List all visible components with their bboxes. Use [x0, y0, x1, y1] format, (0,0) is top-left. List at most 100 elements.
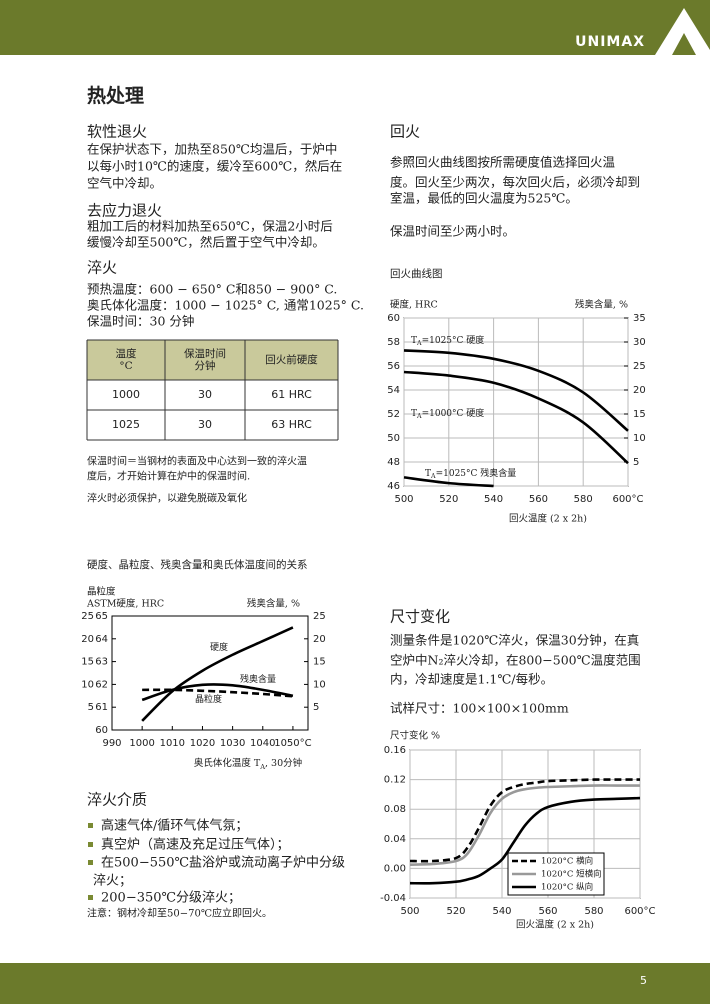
x-tick-label: 1030: [220, 738, 245, 749]
table-cell: 1000: [112, 388, 140, 401]
x-tick-label: 600°C: [624, 906, 655, 917]
x-tick-label: 520: [446, 906, 465, 917]
y-tick-label: 61: [95, 702, 108, 713]
table-cell: 61 HRC: [271, 388, 312, 401]
y-tick-label: 0.04: [384, 834, 406, 845]
y-tick-label: 48: [387, 457, 400, 468]
paragraph-line: 参照回火曲线图按所需硬度值选择回火温: [390, 155, 616, 170]
annotation: TA​=1025°C 残奥含量: [425, 467, 516, 481]
paragraph-line: 预热温度：600 − 650° C和850 − 900° C.: [87, 282, 337, 297]
paragraph-line: 保温时间至少两小时。: [390, 224, 515, 239]
section-heading: 软性退火: [87, 123, 147, 141]
text-part: T: [411, 409, 417, 419]
series-line: [142, 688, 294, 698]
text-part: 硬度: [210, 641, 228, 653]
x-tick-label: 1000: [129, 738, 154, 749]
logo: [655, 8, 710, 55]
x-tick-label: 1050°C: [274, 738, 311, 749]
table-cell: 63 HRC: [271, 418, 312, 431]
series-line: [403, 370, 629, 465]
series-line: [409, 778, 640, 863]
chart-title: 回火曲线图: [390, 267, 443, 280]
y-tick-label: 52: [387, 409, 400, 420]
y-tick-label: 0.12: [384, 775, 406, 786]
bullet-line: 淬火；: [93, 874, 132, 889]
text-part: =1025°C 残奥含量: [436, 467, 517, 479]
plot-frame: [111, 615, 309, 731]
header-band: [0, 0, 710, 55]
paragraph-line: 在保护状态下，加热至850℃均温后，于炉中: [87, 142, 337, 157]
y-tick-label: 54: [387, 385, 400, 396]
paragraph-line: 测量条件是1020℃淬火，保温30分钟，在真: [390, 633, 639, 648]
y2-tick-label: 15: [633, 409, 646, 420]
section-heading: 淬火介质: [87, 791, 147, 809]
paragraph-line: 空炉中N₂淬火冷却，在800−500℃温度范围: [390, 653, 641, 668]
y2-tick-label: 35: [633, 313, 646, 324]
y-tick-label: 46: [387, 481, 400, 492]
y-tick-label: 65: [95, 611, 108, 622]
y3-tick-label: 10: [81, 679, 94, 690]
x-tick-label: 580: [584, 906, 603, 917]
y2-tick-label: 25: [633, 361, 646, 372]
text-part: 奥氏体化温度 T: [194, 757, 261, 769]
y2-tick-label: 25: [313, 611, 326, 622]
table-cell: 1025: [112, 418, 140, 431]
chart-xlabel: 奥氏体化温度 TA​, 30分钟: [194, 757, 302, 772]
subscript: A: [416, 413, 422, 420]
legend-label: 1020°C 短横向: [541, 869, 602, 880]
chart-title: 硬度、晶粒度、残奥含量和奥氏体温度间的关系: [87, 558, 308, 571]
y2-tick-label: 20: [633, 385, 646, 396]
y-tick-label: 0.08: [384, 804, 406, 815]
paragraph-line: 缓慢冷却至500℃，然后置于空气中冷却。: [87, 235, 325, 250]
x-tick-label: 600°C: [612, 494, 643, 505]
table-header: 温度: [116, 347, 137, 360]
section-heading: 回火: [390, 123, 420, 141]
chart-ylabel: ASTM硬度, HRC: [86, 598, 164, 610]
subscript: A: [416, 340, 422, 347]
paragraph-line: 内，冷却速度是1.1℃/每秒。: [390, 672, 553, 687]
y-tick-label: 56: [387, 361, 400, 372]
text-part: T: [411, 336, 417, 346]
x-tick-label: 1020: [190, 738, 215, 749]
annotation: 残奥含量: [240, 673, 276, 685]
y2-tick-label: 5: [633, 457, 639, 468]
table-header: 分钟: [195, 359, 216, 372]
brand: UNIMAX: [575, 34, 645, 50]
y-tick-label: 63: [95, 657, 108, 668]
chart-y2label: 残奥含量, %: [575, 299, 628, 311]
series-line: [403, 349, 629, 432]
page-title: 热处理: [87, 84, 144, 107]
x-tick-label: 580: [574, 494, 593, 505]
bullet-line: 200−350℃分级淬火；: [101, 891, 241, 906]
table-header: 保温时间: [184, 347, 226, 360]
legend-label: 1020°C 纵向: [541, 882, 593, 893]
y2-tick-label: 20: [313, 634, 326, 645]
paragraph-line: 粗加工后的材料加热至650℃，保温2小时后: [87, 219, 333, 234]
x-tick-label: 500: [394, 494, 413, 505]
x-tick-label: 560: [538, 906, 557, 917]
chart-y3label: 晶粒度: [87, 586, 116, 598]
table-header-bg: [87, 340, 338, 380]
y-tick-label: 0.16: [384, 745, 406, 756]
bullet: [88, 895, 93, 900]
section-heading: 去应力退火: [87, 202, 162, 220]
y3-tick-label: 5: [88, 702, 94, 713]
y-tick-label: 58: [387, 337, 400, 348]
annotation: TA​=1000°C 硬度: [411, 407, 484, 421]
subscript: A: [430, 473, 436, 480]
paragraph-line: 奥氏体化温度：1000 − 1025° C, 通常1025° C.: [87, 298, 364, 313]
y2-tick-label: 5: [313, 702, 319, 713]
y2-tick-label: 30: [633, 337, 646, 348]
page-number: 5: [640, 974, 647, 987]
y-tick-label: 62: [95, 679, 108, 690]
text-part: , 30分钟: [265, 757, 302, 769]
bullet-line: 高速气体/循环气体气氛；: [101, 818, 248, 834]
x-tick-label: 540: [484, 494, 503, 505]
series-line: [409, 784, 640, 866]
y-tick-label: 0.00: [384, 863, 406, 874]
y-tick-label: 60: [387, 313, 400, 324]
x-tick-label: 1040: [250, 738, 275, 749]
subscript: A: [259, 763, 265, 771]
y-tick-label: -0.04: [380, 893, 406, 904]
